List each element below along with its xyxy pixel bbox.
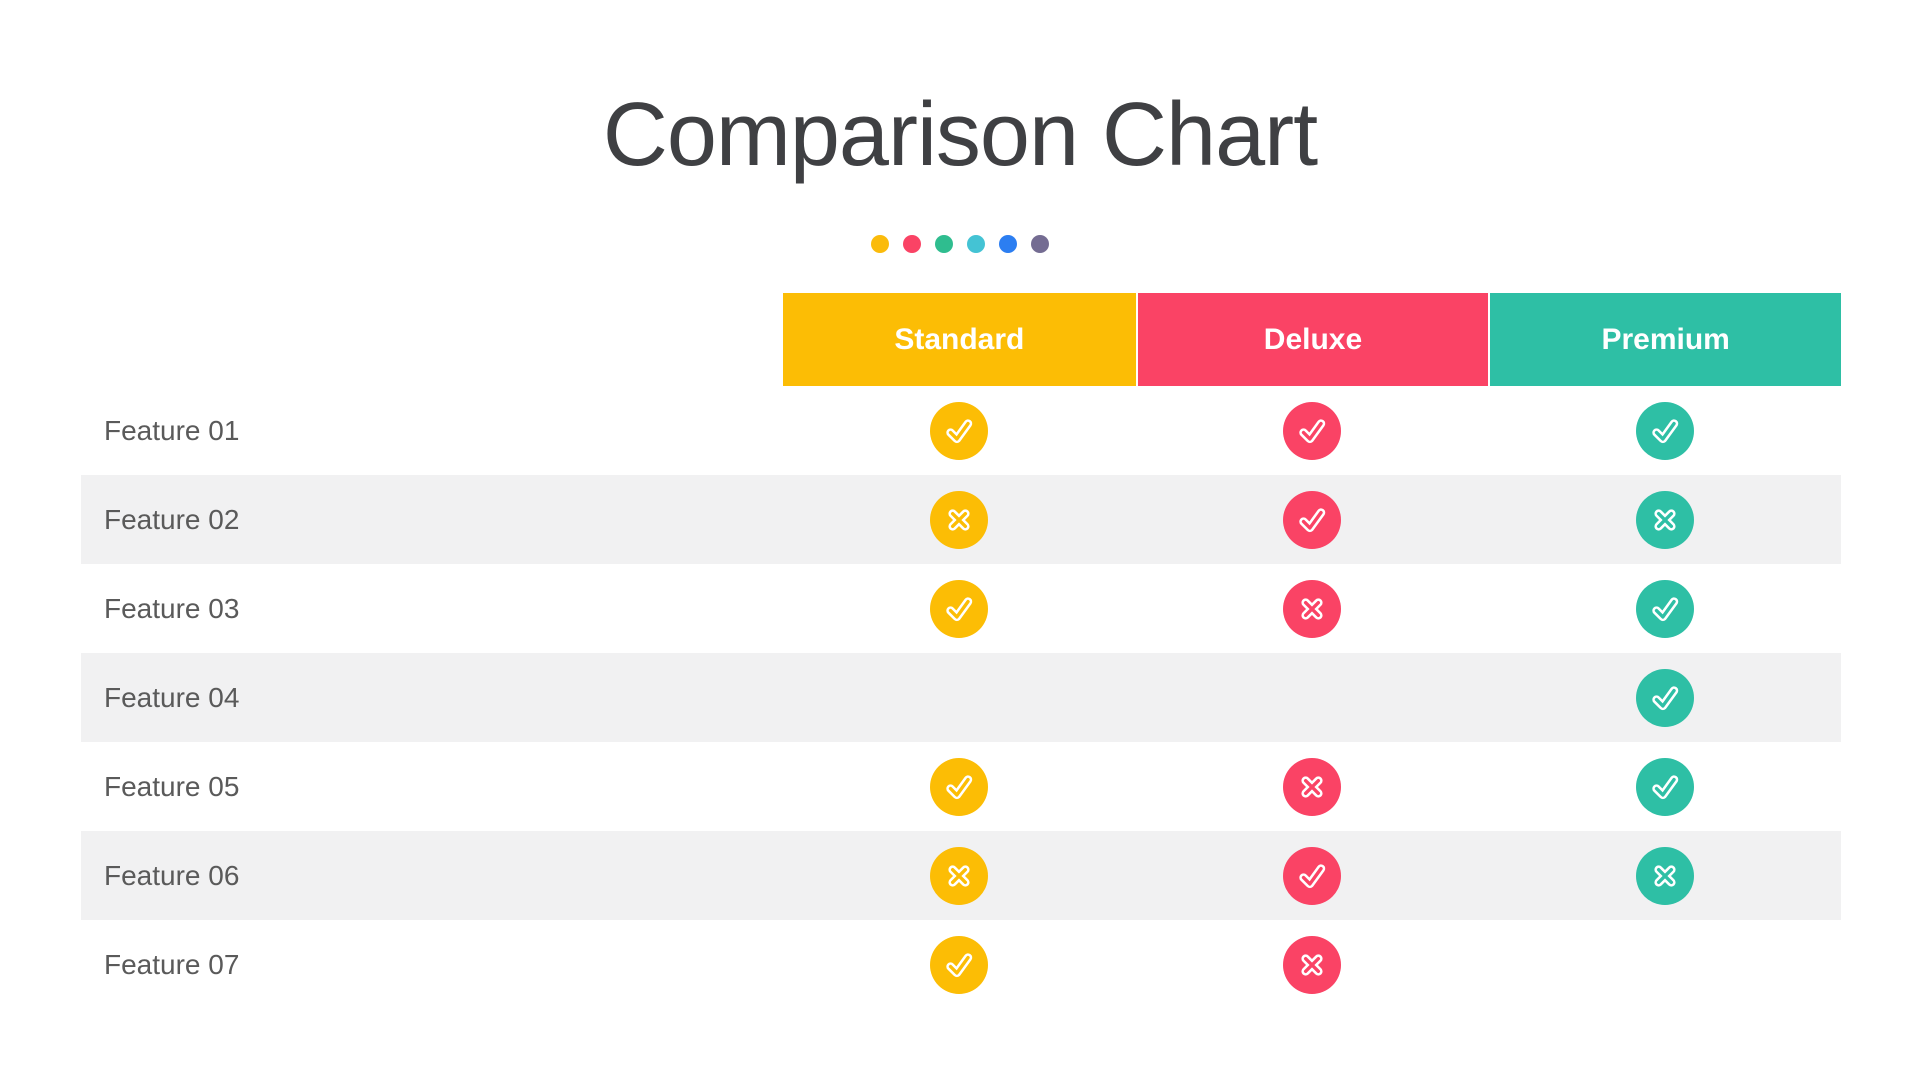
- status-badge-check: [1635, 757, 1694, 816]
- status-badge-cross: [1635, 846, 1694, 905]
- dot-green-icon: [935, 235, 953, 253]
- table-row: Feature 02: [81, 475, 1841, 564]
- cell-deluxe: [1136, 831, 1489, 920]
- table-row: Feature 04: [81, 653, 1841, 742]
- check-icon: [1651, 774, 1678, 799]
- dot-purple-icon: [1031, 235, 1049, 253]
- check-icon: [946, 952, 973, 977]
- table-row: Feature 05: [81, 742, 1841, 831]
- table-rows: Feature 01 Feature 02 Feature 03 Feature 04…: [81, 386, 1841, 1009]
- status-badge-check: [1282, 401, 1341, 460]
- cell-premium: [1488, 831, 1841, 920]
- cell-standard: [783, 831, 1136, 920]
- status-badge-check: [1282, 846, 1341, 905]
- column-header-standard: Standard: [783, 293, 1136, 386]
- dot-cyan-icon: [967, 235, 985, 253]
- cell-standard: [783, 475, 1136, 564]
- status-badge-check: [930, 935, 989, 994]
- check-icon: [1651, 418, 1678, 443]
- cell-premium: [1488, 742, 1841, 831]
- status-badge-check: [1635, 668, 1694, 727]
- table-row: Feature 06: [81, 831, 1841, 920]
- dot-yellow-icon: [871, 235, 889, 253]
- status-badge-cross: [1635, 490, 1694, 549]
- feature-label: Feature 03: [104, 592, 240, 624]
- check-icon: [946, 596, 973, 621]
- page-title: Comparison Chart: [602, 85, 1318, 185]
- table-row: Feature 07: [81, 920, 1841, 1009]
- cell-premium: [1488, 475, 1841, 564]
- cross-icon: [1301, 775, 1323, 798]
- status-badge-cross: [1282, 579, 1341, 638]
- check-icon: [946, 418, 973, 443]
- column-header-deluxe: Deluxe: [1137, 293, 1489, 386]
- cell-deluxe: [1136, 653, 1489, 742]
- check-icon: [1299, 507, 1326, 532]
- accent-dots: [0, 235, 1920, 253]
- feature-label: Feature 01: [104, 414, 240, 446]
- check-icon: [1651, 596, 1678, 621]
- cell-standard: [783, 564, 1136, 653]
- check-icon: [1299, 863, 1326, 888]
- cell-standard: [783, 742, 1136, 831]
- feature-label: Feature 02: [104, 503, 240, 535]
- cell-premium: [1488, 920, 1841, 1009]
- cell-deluxe: [1136, 564, 1489, 653]
- status-badge-check: [930, 757, 989, 816]
- cross-icon: [1301, 597, 1323, 620]
- feature-label: Feature 04: [104, 681, 240, 713]
- status-badge-cross: [1282, 757, 1341, 816]
- dot-red-icon: [903, 235, 921, 253]
- cell-standard: [783, 386, 1136, 475]
- cell-deluxe: [1136, 386, 1489, 475]
- cell-premium: [1488, 386, 1841, 475]
- cross-icon: [1654, 864, 1676, 887]
- dot-blue-icon: [999, 235, 1017, 253]
- cross-icon: [948, 864, 970, 887]
- feature-label: Feature 06: [104, 859, 240, 891]
- check-icon: [946, 774, 973, 799]
- status-badge-check: [1282, 490, 1341, 549]
- status-badge-check: [1635, 579, 1694, 638]
- status-badge-cross: [930, 846, 989, 905]
- header-spacer: [81, 293, 783, 386]
- status-badge-cross: [930, 490, 989, 549]
- cell-deluxe: [1136, 920, 1489, 1009]
- cross-icon: [948, 508, 970, 531]
- cross-icon: [1654, 508, 1676, 531]
- cell-standard: [783, 653, 1136, 742]
- cross-icon: [1301, 953, 1323, 976]
- cell-standard: [783, 920, 1136, 1009]
- check-icon: [1299, 418, 1326, 443]
- status-badge-check: [1635, 401, 1694, 460]
- status-badge-check: [930, 401, 989, 460]
- comparison-table: Standard Deluxe Premium Feature 01 Feature …: [81, 293, 1841, 1009]
- feature-label: Feature 07: [104, 948, 240, 980]
- table-header: Standard Deluxe Premium: [81, 293, 1841, 386]
- table-row: Feature 03: [81, 564, 1841, 653]
- check-icon: [1651, 685, 1678, 710]
- feature-label: Feature 05: [104, 770, 240, 802]
- column-header-premium: Premium: [1490, 293, 1841, 386]
- cell-premium: [1488, 653, 1841, 742]
- cell-premium: [1488, 564, 1841, 653]
- status-badge-cross: [1282, 935, 1341, 994]
- status-badge-check: [930, 579, 989, 638]
- cell-deluxe: [1136, 475, 1489, 564]
- table-row: Feature 01: [81, 386, 1841, 475]
- cell-deluxe: [1136, 742, 1489, 831]
